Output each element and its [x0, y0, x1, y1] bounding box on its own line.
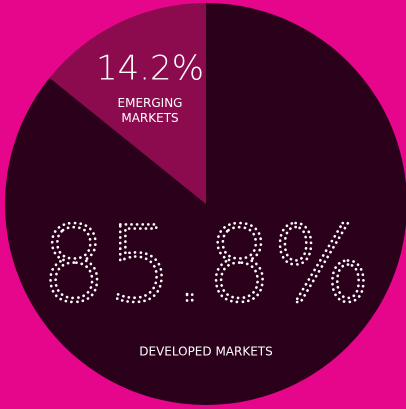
category-label: DEVELOPED MARKETS — [139, 345, 273, 359]
pie-slice — [49, 3, 206, 204]
value-label: 14.2% — [96, 49, 204, 89]
pie-slice — [5, 3, 406, 405]
value-label: 85.8% — [41, 203, 371, 325]
category-label: EMERGING MARKETS — [118, 96, 183, 125]
